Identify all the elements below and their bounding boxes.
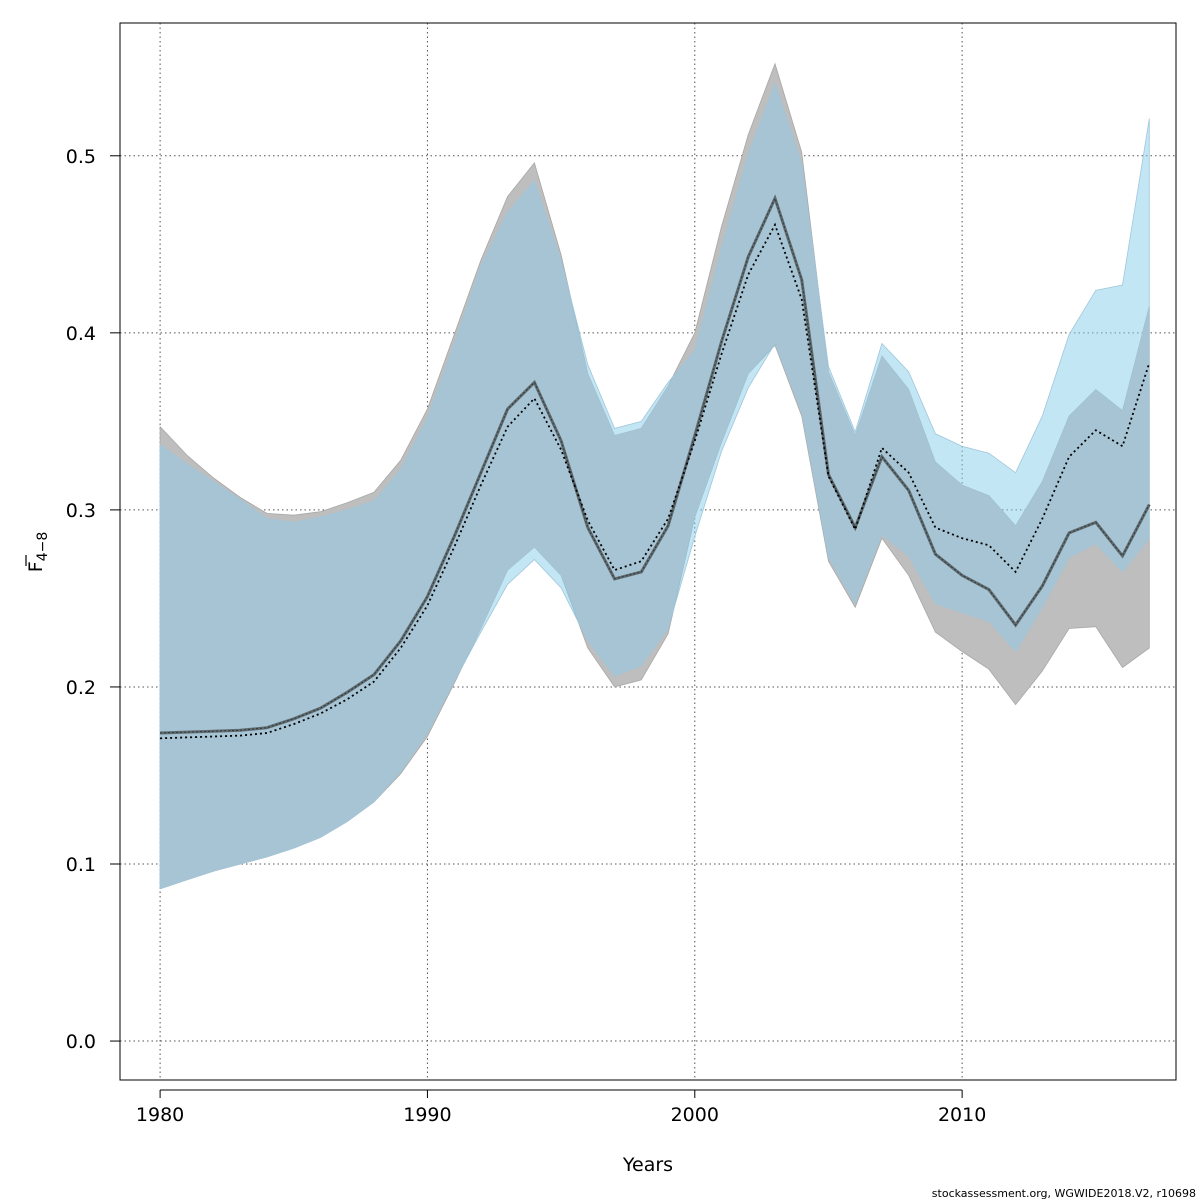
credit-text: stockassessment.org, WGWIDE2018.V2, r106…	[932, 1187, 1196, 1200]
x-axis-title: Years	[622, 1154, 673, 1176]
x-axis: 1980 1990 2000 2010	[136, 1089, 986, 1126]
y-tick-label: 0.1	[66, 854, 96, 876]
x-tick-label: 2010	[938, 1104, 986, 1126]
svg-text:F4−8: F4−8	[25, 532, 51, 572]
y-tick-label: 0.3	[66, 500, 96, 522]
estimate-lines	[160, 194, 1151, 740]
y-axis-title-subscript: 4−8	[35, 532, 51, 562]
confidence-bands	[159, 62, 1150, 890]
y-tick-label: 0.2	[66, 677, 96, 699]
y-axis: 0.0 0.1 0.2 0.3 0.4 0.5	[66, 146, 121, 1053]
y-tick-label: 0.0	[66, 1031, 96, 1053]
y-tick-label: 0.4	[66, 323, 96, 345]
grid-lines	[120, 23, 1176, 1080]
band-overlap	[160, 83, 1150, 889]
x-tick-label: 1990	[403, 1104, 451, 1126]
line-previous-estimate-inner	[160, 196, 1150, 734]
x-tick-label: 1980	[136, 1104, 184, 1126]
y-axis-title-main: F	[25, 561, 47, 572]
x-tick-label: 2000	[671, 1104, 719, 1126]
y-axis-title: F4−8	[25, 532, 51, 572]
y-tick-label: 0.5	[66, 146, 96, 168]
